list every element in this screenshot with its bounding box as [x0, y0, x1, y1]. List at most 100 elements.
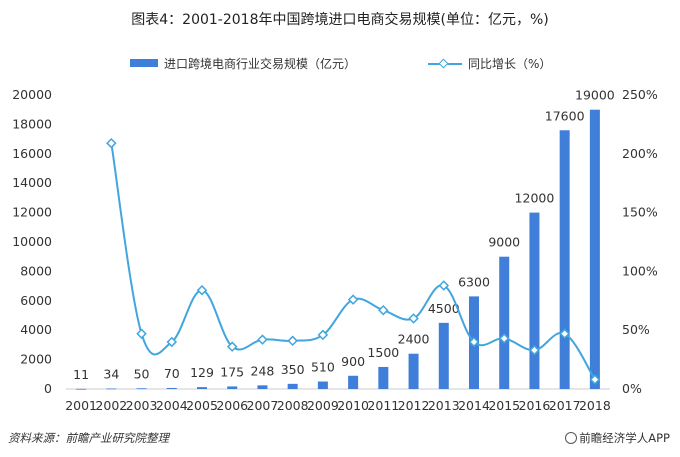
x-tick-label: 2006: [216, 398, 248, 413]
bar: [197, 387, 207, 389]
growth-point: [287, 335, 298, 347]
bar-value-label: 350: [281, 362, 305, 377]
bar-value-label: 4500: [428, 301, 460, 316]
growth-point: [317, 329, 329, 341]
brand-text: 前瞻经济学人APP: [579, 431, 670, 445]
y-right-tick-label: 250%: [622, 87, 658, 102]
bar-value-label: 129: [190, 365, 214, 380]
bar-value-label: 1500: [367, 345, 399, 360]
legend-item-line: 同比增长（%）: [428, 55, 551, 72]
bar-value-label: 2400: [398, 332, 430, 347]
bar-value-label: 900: [341, 354, 365, 369]
x-tick-label: 2005: [186, 398, 218, 413]
bar-value-label: 17600: [545, 108, 585, 123]
y-right-tick-label: 150%: [622, 205, 658, 220]
bar-value-label: 6300: [458, 274, 490, 289]
growth-point: [589, 374, 601, 385]
growth-point: [226, 341, 238, 352]
brand-logo-icon: [565, 432, 578, 444]
x-tick-label: 2011: [367, 398, 399, 413]
bar-value-label: 9000: [488, 235, 520, 250]
bar-value-label: 19000: [575, 88, 615, 103]
y-left-tick-label: 18000: [12, 116, 52, 131]
legend-line-swatch: [428, 59, 462, 69]
x-tick-label: 2012: [398, 398, 430, 413]
y-left-tick-label: 8000: [20, 263, 52, 278]
growth-point: [136, 328, 147, 339]
growth-point: [529, 344, 540, 356]
y-left-tick-label: 2000: [20, 352, 52, 367]
bar-value-label: 12000: [515, 191, 555, 206]
bar: [287, 383, 298, 389]
bar: [408, 353, 419, 389]
x-tick-label: 2017: [549, 398, 581, 413]
growth-point: [257, 334, 268, 345]
y-left-tick-label: 14000: [12, 175, 52, 190]
y-left-tick-label: 20000: [12, 87, 52, 102]
x-tick-label: 2018: [579, 398, 611, 413]
source-note: 资料来源：前瞻产业研究院整理: [8, 431, 169, 445]
bar: [348, 375, 359, 389]
bar-value-label: 510: [311, 360, 335, 375]
growth-point: [438, 280, 450, 291]
legend-item-bar: 进口跨境电商行业交易规模（亿元）: [130, 55, 356, 72]
bar: [438, 322, 449, 389]
bar: [136, 388, 147, 390]
y-right-tick-label: 100%: [622, 263, 658, 278]
x-tick-label: 2015: [488, 398, 520, 413]
growth-line: [110, 143, 596, 381]
bar: [559, 130, 570, 389]
x-tick-label: 2009: [307, 398, 339, 413]
bar: [499, 256, 510, 389]
y-left-tick-label: 10000: [12, 234, 52, 249]
x-tick-label: 2001: [65, 398, 97, 413]
x-tick-label: 2016: [519, 398, 551, 413]
growth-point: [498, 333, 510, 344]
x-tick-label: 2010: [337, 398, 369, 413]
x-tick-label: 2007: [247, 398, 279, 413]
y-right-tick-label: 0%: [622, 381, 642, 396]
bar: [378, 366, 389, 389]
legend-line-label: 同比增长（%）: [468, 57, 552, 71]
y-left-tick-label: 4000: [20, 322, 52, 337]
bar: [76, 388, 87, 390]
legend-bar-swatch: [130, 59, 158, 67]
growth-point: [106, 137, 117, 149]
growth-point: [166, 336, 178, 348]
bar-value-label: 248: [251, 363, 275, 378]
y-right-tick-label: 50%: [622, 322, 650, 337]
y-right-tick-label: 200%: [622, 146, 658, 161]
bar-value-label: 50: [134, 366, 150, 381]
x-tick-label: 2008: [277, 398, 309, 413]
growth-point: [347, 294, 359, 305]
bar: [106, 388, 117, 390]
x-tick-label: 2004: [156, 398, 188, 413]
growth-point: [468, 336, 480, 348]
y-left-tick-label: 16000: [12, 146, 52, 161]
bar-value-label: 175: [220, 364, 244, 379]
bar: [589, 109, 600, 389]
y-left-tick-label: 12000: [12, 205, 52, 220]
legend-bar-label: 进口跨境电商行业交易规模（亿元）: [164, 57, 357, 71]
y-left-tick-label: 6000: [20, 293, 52, 308]
x-tick-label: 2013: [428, 398, 460, 413]
bar: [529, 212, 540, 389]
growth-point: [408, 313, 419, 324]
bar-value-label: 70: [164, 366, 180, 381]
growth-point: [559, 328, 570, 339]
bar: [257, 385, 268, 389]
bar: [227, 386, 238, 389]
bar: [166, 387, 177, 389]
growth-point: [378, 304, 389, 316]
x-tick-label: 2002: [95, 398, 127, 413]
bar: [317, 381, 328, 389]
x-tick-label: 2003: [126, 398, 158, 413]
growth-point: [196, 284, 208, 296]
bar-value-label: 11: [73, 367, 89, 382]
brand-note: 前瞻经济学人APP: [565, 430, 670, 446]
x-tick-label: 2014: [458, 398, 490, 413]
y-left-tick-label: 0: [44, 381, 52, 396]
bar-value-label: 34: [103, 367, 119, 382]
chart-title: 图表4：2001-2018年中国跨境进口电商交易规模(单位：亿元，%): [131, 12, 549, 28]
